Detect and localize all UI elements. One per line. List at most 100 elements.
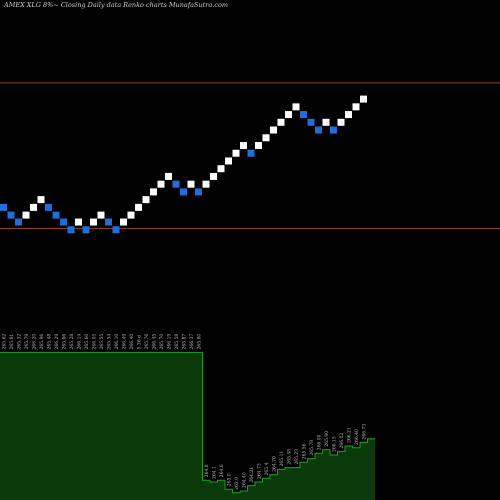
renko-brick-32 (232, 149, 240, 157)
volume-label-19: 5.36 d (136, 335, 142, 349)
renko-brick-36 (262, 134, 270, 142)
renko-brick-14 (97, 211, 105, 219)
volume-label-11: 266.14 (76, 334, 82, 350)
volume-panel (0, 351, 375, 500)
volume-label-24: 265.58 (174, 334, 180, 350)
volume-label-48: 266.40 (354, 429, 360, 445)
volume-label-4: 265.79 (24, 334, 30, 350)
volume-label-14: 265.55 (99, 334, 105, 350)
renko-brick-16 (112, 226, 120, 234)
renko-brick-38 (277, 118, 285, 126)
volume-label-41: 265.56 (301, 443, 307, 459)
volume-label-10: 265.28 (69, 334, 75, 350)
volume-label-26: 266.37 (189, 334, 195, 350)
renko-brick-27 (195, 188, 202, 196)
renko-brick-30 (217, 165, 225, 173)
renko-brick-3 (15, 218, 22, 226)
renko-brick-9 (60, 218, 67, 226)
volume-label-37: 264.70 (271, 456, 277, 472)
volume-label-2: 265.81 (9, 334, 15, 350)
volume-label-16: 266.10 (114, 334, 120, 350)
renko-brick-44 (322, 118, 330, 126)
volume-label-5: 266.20 (31, 334, 37, 350)
chart-title: AMEX XLG 8%~ Closing Daily data Renko ch… (3, 1, 228, 9)
renko-brick-28 (202, 180, 210, 188)
volume-label-29: 264.1 (211, 466, 217, 479)
renko-brick-33 (240, 142, 247, 150)
volume-label-47: 266.21 (346, 427, 352, 443)
volume-label-9: 265.86 (61, 334, 67, 350)
volume-label-38: 265.11 (279, 451, 285, 467)
volume-label-32: 263.9 (234, 477, 240, 490)
renko-brick-41 (300, 111, 307, 119)
renko-brick-11 (75, 218, 82, 226)
volume-label-34: 264.21 (249, 467, 255, 483)
renko-brick-46 (337, 118, 345, 126)
renko-brick-40 (292, 103, 300, 111)
renko-brick-5 (30, 203, 37, 211)
renko-brick-20 (142, 196, 150, 204)
volume-label-21: 266.45 (151, 334, 157, 350)
volume-label-36: 265.4 (264, 462, 270, 475)
renko-brick-8 (52, 211, 60, 219)
volume-label-23: 266.15 (166, 334, 172, 350)
volume-label-1: 265.62 (1, 334, 7, 350)
renko-brick-34 (247, 149, 255, 157)
volume-area (0, 352, 375, 500)
renko-brick-10 (67, 226, 75, 234)
volume-line (0, 351, 375, 494)
renko-brick-48 (352, 103, 360, 111)
renko-brick-37 (270, 126, 277, 134)
volume-label-39: 265.48 (286, 449, 292, 465)
renko-brick-13 (90, 218, 97, 226)
renko-brick-39 (285, 111, 292, 119)
volume-label-18: 266.40 (129, 334, 135, 350)
volume-label-31: 265.0 (226, 473, 232, 486)
renko-brick-4 (22, 211, 30, 219)
renko-brick-15 (105, 218, 112, 226)
volume-label-45: 266.15 (331, 436, 337, 452)
renko-brick-1 (0, 203, 7, 211)
volume-label-42: 265.78 (309, 440, 315, 456)
volume-label-43: 266.00 (316, 434, 322, 450)
volume-label-44: 265.90 (324, 431, 330, 447)
renko-brick-23 (165, 172, 172, 180)
renko-brick-22 (157, 180, 165, 188)
volume-label-40: 265.23 (294, 449, 300, 465)
renko-brick-26 (187, 180, 195, 188)
volume-label-7: 265.48 (46, 334, 52, 350)
volume-label-25: 265.87 (181, 334, 187, 350)
renko-brick-7 (45, 203, 52, 211)
volume-label-22: 265.70 (159, 334, 165, 350)
volume-labels: 265.62 265.81 265.32 265.79 266.20 265.96 265.… (1, 334, 367, 490)
renko-brick-35 (255, 142, 262, 150)
renko-brick-42 (307, 118, 315, 126)
renko-brick-49 (360, 95, 367, 103)
renko-brick-6 (37, 196, 45, 204)
volume-label-8: 266.29 (54, 334, 60, 350)
renko-brick-45 (330, 126, 337, 134)
renko-brick-29 (210, 172, 217, 180)
renko-brick-21 (150, 188, 157, 196)
volume-label-3: 265.32 (16, 334, 22, 350)
renko-brick-31 (225, 157, 232, 165)
volume-label-12: 265.60 (84, 334, 90, 350)
volume-label-33: 264.40 (241, 472, 247, 488)
volume-label-28: 264.8 (204, 464, 210, 477)
volume-label-15: 265.34 (106, 334, 112, 350)
volume-label-35: 264.73 (256, 463, 262, 479)
volume-label-6: 265.96 (39, 334, 45, 350)
renko-brick-19 (135, 203, 142, 211)
volume-label-27: 265.80 (196, 334, 202, 350)
renko-brick-25 (180, 188, 187, 196)
renko-brick-24 (172, 180, 180, 188)
volume-label-20: 265.76 (144, 334, 150, 350)
renko-brick-47 (345, 111, 352, 119)
renko-brick-17 (120, 218, 127, 226)
volume-label-13: 266.05 (91, 334, 97, 350)
volume-label-30: 264.6 (219, 464, 225, 477)
renko-brick-18 (127, 211, 135, 219)
renko-brick-2 (7, 211, 15, 219)
renko-brick-43 (315, 126, 322, 134)
